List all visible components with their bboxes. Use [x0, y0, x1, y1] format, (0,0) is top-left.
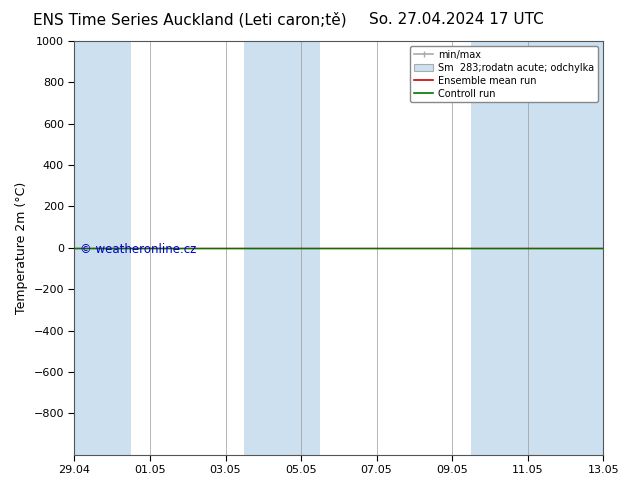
- Text: So. 27.04.2024 17 UTC: So. 27.04.2024 17 UTC: [369, 12, 544, 27]
- Text: © weatheronline.cz: © weatheronline.cz: [80, 244, 196, 256]
- Legend: min/max, Sm  283;rodatn acute; odchylka, Ensemble mean run, Controll run: min/max, Sm 283;rodatn acute; odchylka, …: [410, 46, 598, 102]
- Bar: [245, 41, 320, 455]
- Y-axis label: Temperature 2m (°C): Temperature 2m (°C): [15, 182, 28, 314]
- Bar: [74, 41, 131, 455]
- Text: ENS Time Series Auckland (Leti caron;tě): ENS Time Series Auckland (Leti caron;tě): [34, 12, 347, 28]
- Bar: [471, 41, 603, 455]
